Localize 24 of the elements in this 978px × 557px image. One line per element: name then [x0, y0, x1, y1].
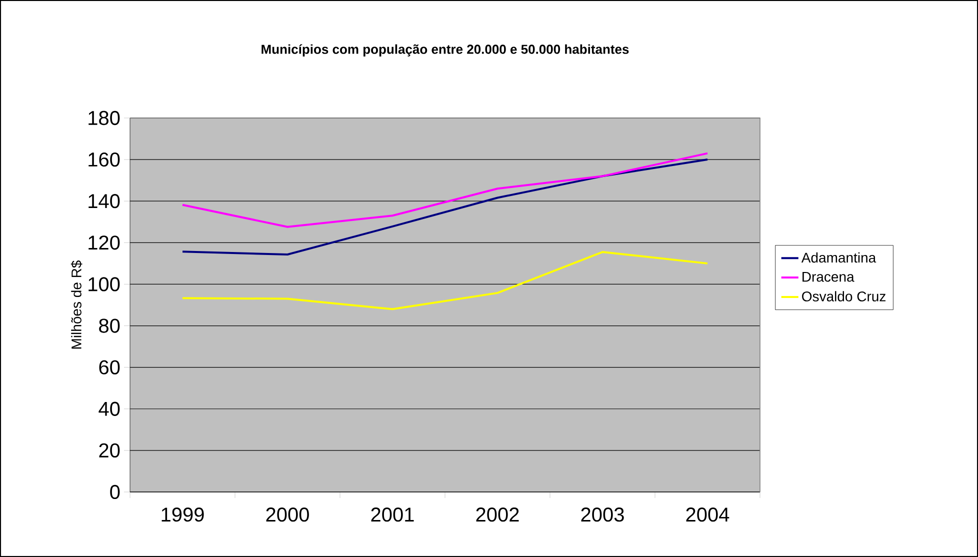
line-series: [182, 158, 708, 256]
y-tick-label: 80: [99, 318, 120, 333]
y-axis-title: Milhões de R$: [70, 260, 82, 349]
x-tick-label: 2003: [581, 508, 624, 522]
line-series: [182, 251, 708, 310]
x-tick-label: 2002: [476, 508, 519, 522]
x-tick-label: 2001: [371, 508, 414, 522]
y-tick-label: 60: [99, 360, 120, 374]
y-tick-label: 40: [98, 402, 120, 416]
x-tick-label: 1999: [162, 508, 204, 522]
legend-label: Adamantina: [801, 252, 876, 263]
x-tick-label: 2004: [686, 508, 730, 522]
legend-label: Osvaldo Cruz: [802, 291, 886, 302]
y-tick-label: 140: [88, 194, 120, 208]
y-tick-label: 180: [88, 110, 120, 126]
x-tick-label: 2000: [266, 508, 309, 522]
y-tick-label: 0: [110, 484, 120, 500]
y-tick-label: 20: [99, 443, 120, 458]
y-tick-label: 160: [88, 152, 120, 167]
legend-label: Dracena: [802, 272, 854, 282]
chart-title: Municípios com população entre 20.000 e 50.000 habitantes: [262, 44, 629, 56]
y-tick-label: 120: [88, 236, 120, 250]
line-series: [182, 152, 708, 228]
y-tick-label: 100: [88, 277, 120, 292]
